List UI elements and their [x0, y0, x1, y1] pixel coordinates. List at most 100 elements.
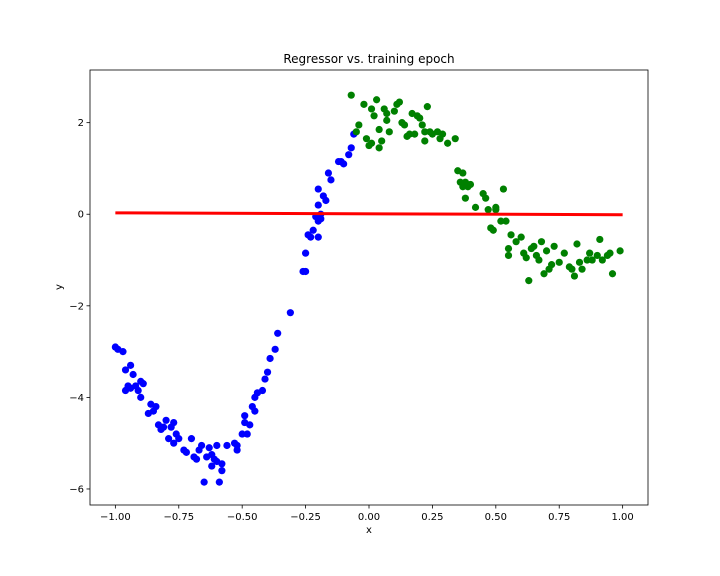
- data-point: [423, 103, 431, 111]
- data-point: [198, 441, 206, 450]
- data-point: [327, 176, 335, 184]
- data-point: [461, 194, 469, 202]
- data-point: [418, 121, 426, 129]
- data-point: [373, 96, 381, 104]
- y-tick-label: 2: [78, 118, 84, 129]
- data-point: [137, 393, 145, 401]
- data-point: [218, 467, 226, 475]
- data-point: [213, 441, 221, 450]
- data-point: [340, 160, 348, 168]
- series-0: [111, 130, 358, 486]
- data-point: [134, 386, 142, 395]
- data-point: [421, 137, 429, 145]
- data-point: [390, 107, 398, 115]
- y-axis-label: y: [54, 284, 65, 290]
- data-point: [314, 185, 322, 193]
- data-point: [314, 201, 322, 209]
- data-point: [383, 109, 391, 118]
- data-point: [504, 251, 513, 260]
- data-point: [162, 416, 170, 424]
- data-point: [616, 247, 624, 255]
- data-point: [352, 128, 360, 136]
- x-tick-label: −0.75: [163, 512, 194, 523]
- data-point: [489, 226, 497, 234]
- series-line: [115, 211, 623, 217]
- chart-title: Regressor vs. training epoch: [283, 52, 454, 66]
- data-point: [459, 169, 467, 177]
- y-tick-label: −4: [69, 393, 84, 404]
- data-point: [243, 430, 251, 438]
- data-point: [367, 139, 376, 147]
- data-point: [405, 130, 414, 138]
- data-point: [286, 309, 294, 317]
- x-tick-label: 0.25: [421, 512, 443, 523]
- data-point: [266, 354, 274, 363]
- data-point: [271, 345, 279, 353]
- data-point: [121, 366, 130, 374]
- data-point: [400, 121, 409, 129]
- data-point: [497, 217, 505, 225]
- data-point: [499, 185, 508, 193]
- data-point: [578, 265, 586, 273]
- x-tick-label: −0.50: [227, 512, 258, 523]
- data-point: [482, 194, 490, 202]
- data-point: [451, 135, 459, 143]
- data-point: [322, 196, 330, 205]
- data-point: [395, 98, 404, 106]
- data-point: [274, 329, 282, 337]
- data-point: [309, 226, 317, 234]
- data-point: [378, 137, 386, 145]
- y-tick-label: −2: [69, 301, 84, 312]
- data-point: [512, 238, 520, 246]
- data-point: [347, 91, 355, 99]
- data-point: [192, 455, 201, 463]
- data-point: [301, 267, 310, 276]
- data-point: [411, 130, 419, 138]
- data-point: [530, 242, 538, 250]
- data-point: [540, 270, 548, 278]
- data-point: [362, 135, 371, 143]
- data-point: [215, 478, 223, 486]
- data-point: [573, 240, 581, 248]
- y-tick-label: −6: [69, 484, 84, 495]
- data-point: [165, 435, 173, 443]
- data-point: [550, 242, 558, 250]
- data-point: [560, 249, 568, 257]
- data-point: [593, 251, 601, 260]
- data-point: [608, 270, 617, 278]
- data-point: [360, 100, 368, 108]
- data-point: [355, 121, 363, 129]
- data-point: [383, 116, 391, 124]
- data-point: [129, 370, 137, 379]
- data-point: [586, 249, 594, 257]
- data-point: [187, 435, 196, 443]
- data-point: [307, 233, 315, 241]
- x-tick-label: 0.00: [358, 512, 380, 523]
- data-point: [525, 277, 533, 285]
- data-point: [208, 462, 216, 470]
- data-point: [502, 217, 510, 225]
- data-point: [238, 430, 246, 438]
- data-point: [233, 446, 241, 454]
- data-point: [200, 478, 208, 486]
- y-tick-label: 0: [78, 210, 84, 221]
- series-2: [115, 211, 623, 217]
- data-point: [375, 144, 383, 152]
- data-point: [598, 256, 606, 264]
- data-point: [139, 380, 147, 388]
- data-point: [152, 402, 160, 411]
- data-point: [370, 112, 378, 120]
- data-point: [522, 254, 530, 262]
- data-point: [170, 418, 178, 427]
- data-point: [182, 448, 190, 456]
- data-point: [170, 439, 178, 447]
- data-point: [314, 233, 322, 241]
- data-point: [466, 180, 475, 189]
- data-point: [119, 348, 127, 356]
- x-tick-label: −1.00: [100, 512, 131, 523]
- data-point: [263, 368, 272, 376]
- data-point: [241, 412, 249, 420]
- data-point: [223, 441, 231, 450]
